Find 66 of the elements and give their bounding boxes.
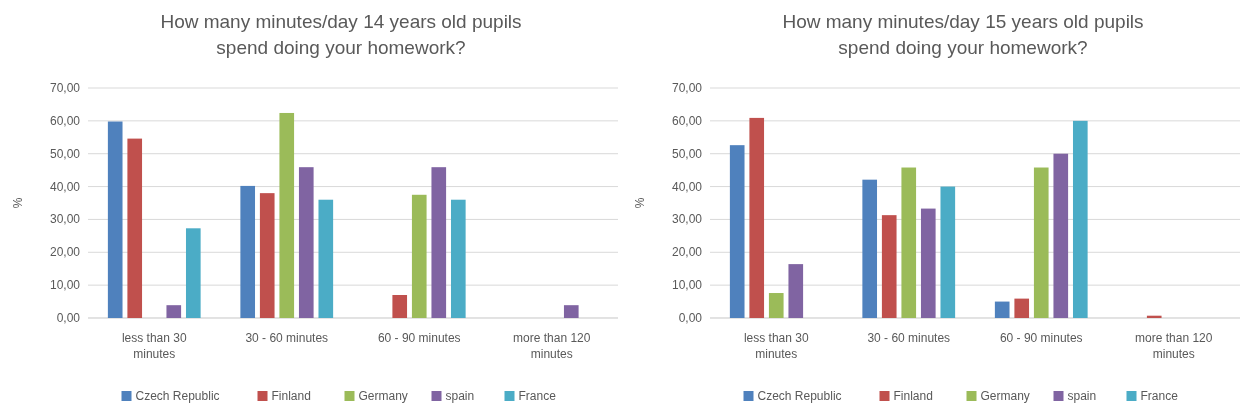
y-tick-label: 20,00: [49, 245, 81, 260]
chart-title: How many minutes/day 14 years old pupils spend doing your homework?: [160, 11, 522, 58]
bar: [1072, 120, 1088, 318]
legend-label: France: [1140, 389, 1179, 403]
x-tick-label: less than 30 minutes: [743, 331, 809, 361]
legend-label: Finland: [271, 389, 311, 403]
legend-label: Germany: [358, 389, 408, 403]
x-tick-label: 30 - 60 minutes: [245, 331, 329, 345]
bar: [749, 117, 765, 318]
y-tick-label: 20,00: [671, 245, 703, 260]
y-tick-label: 10,00: [671, 278, 703, 293]
x-tick-label: 60 - 90 minutes: [377, 331, 461, 345]
legend-label: Czech Republic: [757, 389, 842, 403]
x-tick-label: 30 - 60 minutes: [867, 331, 951, 345]
bar: [940, 186, 956, 318]
bar: [450, 199, 466, 318]
bar: [318, 199, 334, 318]
bar: [994, 301, 1010, 318]
bar: [768, 293, 784, 318]
legend-label: Germany: [980, 389, 1030, 403]
bar: [1053, 153, 1069, 318]
legend-label: Finland: [893, 389, 933, 403]
bar: [392, 295, 408, 318]
bar: [729, 145, 745, 318]
chart-title: How many minutes/day 15 years old pupils spend doing your homework?: [782, 11, 1144, 58]
bar: [166, 305, 182, 318]
legend-label: spain: [1067, 389, 1097, 403]
x-tick-label: more than 120 minutes: [513, 331, 591, 361]
y-tick-label: 50,00: [671, 146, 703, 161]
y-tick-label: 60,00: [671, 113, 703, 128]
bar: [881, 215, 897, 318]
bar: [240, 185, 256, 318]
legend-label: spain: [445, 389, 475, 403]
bar: [563, 305, 579, 318]
y-tick-label: 40,00: [671, 179, 703, 194]
legend-label: Czech Republic: [135, 389, 220, 403]
y-axis-title: %: [633, 197, 647, 209]
bar: [107, 121, 123, 318]
y-tick-label: 70,00: [49, 81, 81, 95]
bar: [901, 167, 917, 318]
y-tick-label: 0,00: [56, 311, 81, 325]
bar: [920, 208, 936, 318]
bar: [862, 179, 878, 318]
x-tick-label: less than 30 minutes: [121, 331, 187, 361]
x-tick-label: more than 120 minutes: [1135, 331, 1213, 361]
bar: [431, 167, 447, 318]
bar: [1033, 167, 1049, 318]
bar: [411, 194, 427, 318]
bar: [185, 228, 201, 318]
bar: [127, 138, 143, 318]
y-tick-label: 60,00: [49, 113, 81, 128]
bar: [279, 112, 295, 318]
y-tick-label: 0,00: [678, 311, 703, 325]
y-tick-label: 30,00: [49, 212, 81, 227]
y-tick-label: 70,00: [671, 81, 703, 95]
x-tick-label: 60 - 90 minutes: [999, 331, 1083, 345]
y-tick-label: 30,00: [671, 212, 703, 227]
y-tick-label: 40,00: [49, 179, 81, 194]
bar: [259, 193, 275, 318]
bar: [1014, 298, 1030, 318]
y-axis-title: %: [11, 197, 25, 209]
y-tick-label: 10,00: [49, 278, 81, 293]
bar: [788, 264, 804, 318]
legend-label: France: [518, 389, 557, 403]
bar: [298, 167, 314, 318]
y-tick-label: 50,00: [49, 146, 81, 161]
